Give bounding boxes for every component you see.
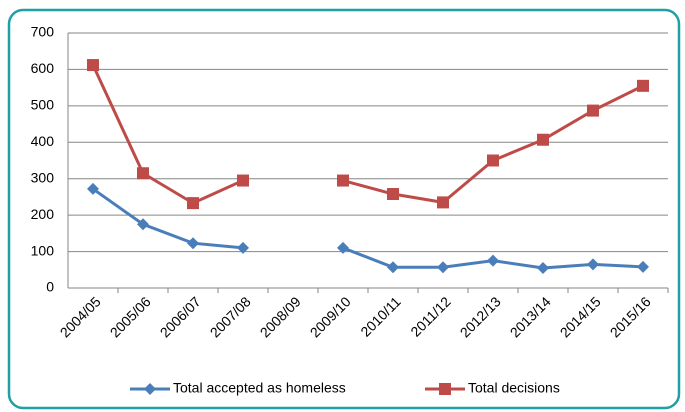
y-tick-label: 700: [31, 24, 55, 40]
marker: [487, 154, 499, 167]
marker: [437, 261, 449, 274]
marker: [87, 59, 99, 72]
marker: [387, 188, 399, 201]
x-tick-label: 2015/16: [607, 293, 654, 340]
x-tick-label: 2013/14: [507, 293, 554, 340]
y-tick-label: 300: [31, 169, 55, 185]
marker: [637, 79, 649, 92]
x-tick-label: 2014/15: [557, 293, 604, 340]
chart-frame: [7, 8, 681, 410]
y-tick-label: 100: [31, 242, 55, 258]
y-tick-label: 0: [46, 279, 54, 295]
marker: [87, 182, 99, 195]
marker: [237, 241, 249, 254]
y-tick-label: 500: [31, 97, 55, 113]
marker: [187, 237, 199, 250]
marker: [537, 133, 549, 146]
x-tick-label: 2008/09: [257, 293, 304, 340]
marker: [337, 174, 349, 187]
x-tick-label: 2009/10: [307, 293, 354, 340]
y-tick-label: 400: [31, 133, 55, 149]
x-tick-label: 2005/06: [107, 293, 154, 340]
marker: [587, 104, 599, 117]
legend-label: Total accepted as homeless: [173, 380, 346, 396]
marker: [237, 174, 249, 187]
series-line: [91, 64, 644, 205]
marker: [439, 383, 451, 395]
x-tick-label: 2004/05: [57, 293, 104, 340]
marker: [187, 197, 199, 210]
marker: [137, 167, 149, 180]
marker: [587, 258, 599, 271]
marker: [537, 261, 549, 274]
marker: [487, 254, 499, 267]
x-tick-label: 2006/07: [157, 293, 204, 340]
x-tick-label: 2012/13: [457, 293, 504, 340]
marker: [337, 241, 349, 254]
marker: [387, 261, 399, 274]
y-tick-label: 600: [31, 60, 55, 76]
y-tick-label: 200: [31, 206, 55, 222]
legend-label: Total decisions: [468, 380, 560, 396]
marker: [137, 218, 149, 231]
x-tick-label: 2011/12: [407, 293, 454, 340]
x-tick-label: 2010/11: [357, 293, 404, 340]
marker: [144, 383, 156, 395]
marker: [437, 196, 449, 209]
marker: [637, 260, 649, 273]
series-line: [92, 187, 644, 270]
x-tick-label: 2007/08: [207, 293, 254, 340]
